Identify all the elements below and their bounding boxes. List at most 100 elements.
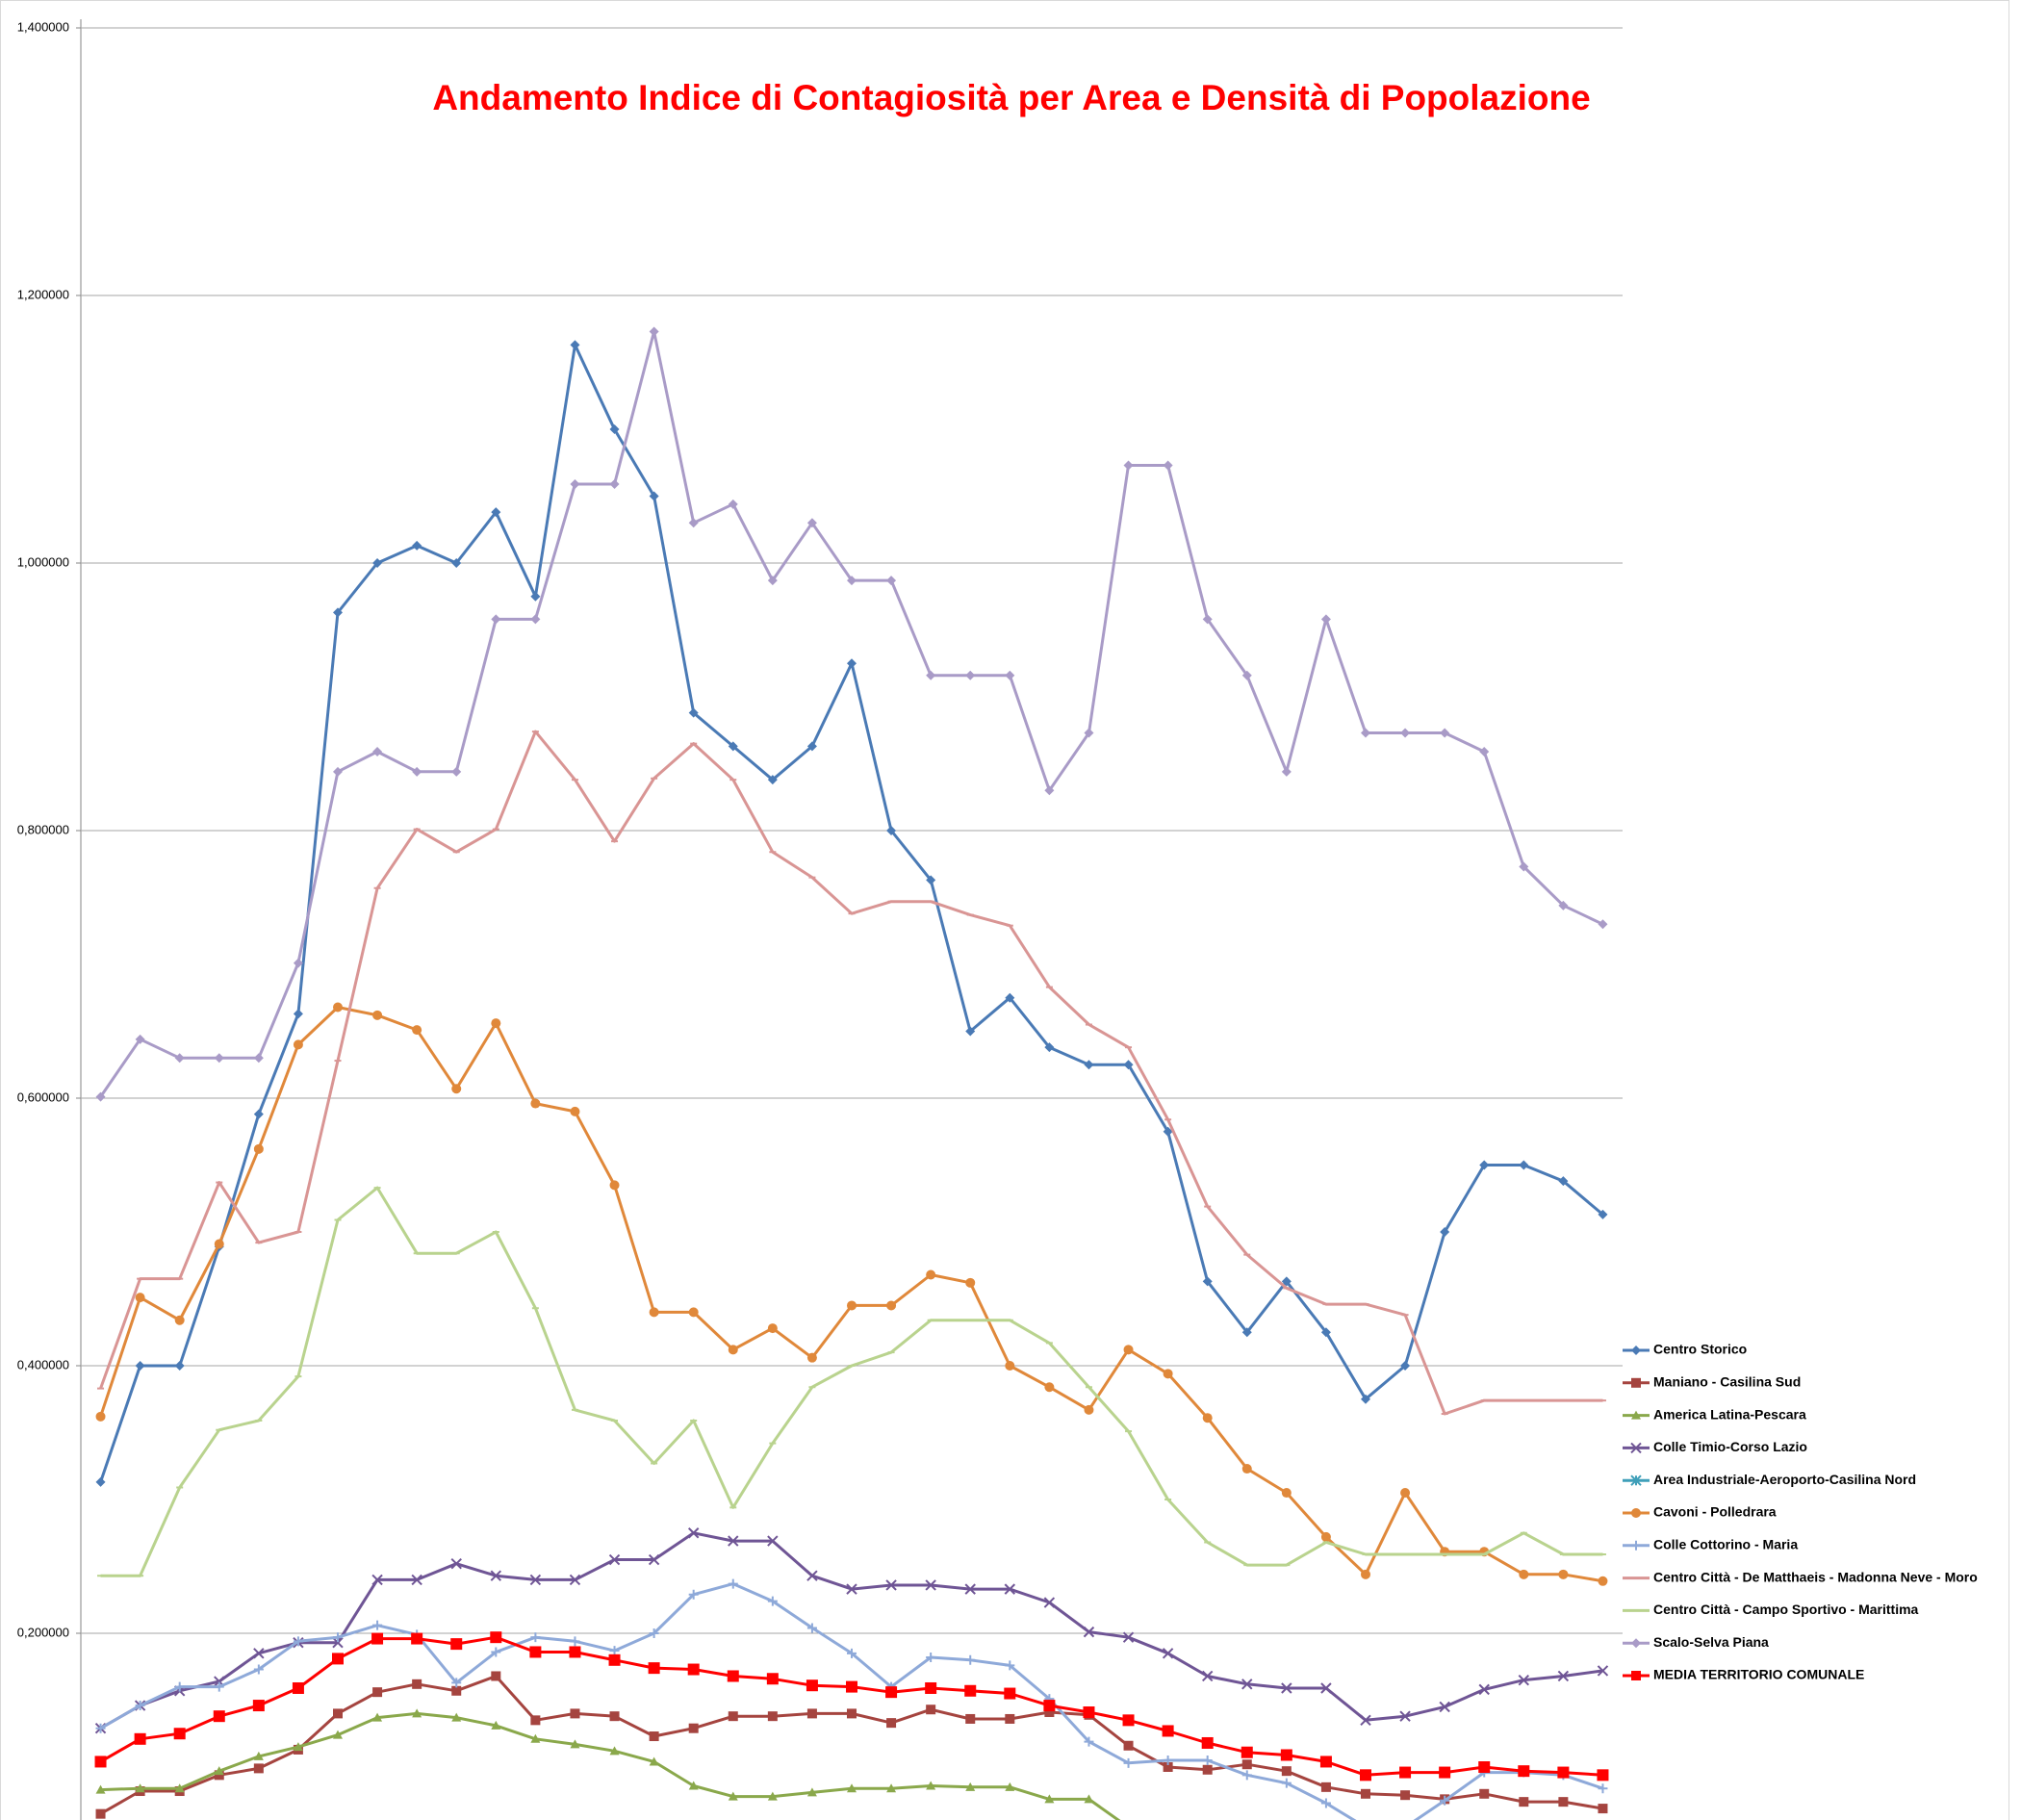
marker [846,1680,857,1693]
marker [886,576,897,586]
marker [451,1712,462,1722]
marker [767,1323,778,1334]
marker [728,1578,738,1589]
marker [1281,1488,1292,1499]
marker [925,1579,936,1591]
marker [847,1300,857,1311]
marker [1241,670,1252,680]
marker [293,1009,303,1019]
marker [174,1053,185,1064]
marker [530,1733,541,1743]
marker [648,1662,660,1675]
marker [173,1728,186,1740]
marker [1123,1060,1134,1070]
marker [609,1646,620,1656]
marker [767,1535,779,1547]
marker [1320,1782,1331,1792]
series [94,1631,1609,1782]
marker [728,1711,738,1722]
legend: Centro Storico Maniano - Casilina Sud Amer… [1623,1342,1978,1682]
legend-label: MEDIA TERRITORIO COMUNALE [1653,1667,1864,1682]
marker [649,1307,659,1318]
marker [806,1623,817,1633]
marker [847,1708,857,1719]
marker [1440,1795,1450,1806]
marker [333,607,343,618]
marker [1163,1369,1173,1379]
marker [728,741,738,752]
marker [886,1718,897,1729]
marker [806,1679,818,1692]
marker [529,1574,542,1586]
marker [529,1646,542,1658]
marker [1202,1764,1213,1775]
marker [1597,1769,1609,1782]
marker [1043,1700,1056,1712]
marker [135,1034,145,1044]
marker [767,1711,778,1722]
marker [1281,1778,1292,1788]
marker [174,1361,185,1371]
legend-label: Maniano - Casilina Sud [1653,1374,1801,1390]
marker [1044,785,1055,796]
marker [608,1553,621,1566]
marker [964,1684,977,1697]
marker [1440,1227,1450,1237]
marker [886,1300,897,1311]
marker [1400,728,1411,738]
marker [1360,1769,1371,1782]
marker [253,1143,264,1154]
marker [688,707,699,718]
legend-marker [1631,1540,1641,1551]
marker [252,1700,265,1712]
marker [1519,861,1529,872]
marker [371,1632,384,1645]
marker [214,1770,224,1781]
marker [806,518,817,528]
marker [1598,1783,1608,1794]
marker [1479,1160,1490,1170]
marker [1044,1042,1055,1053]
marker [491,1720,501,1730]
marker [451,1084,462,1094]
series [97,1186,1606,1577]
marker [687,1663,700,1676]
marker [926,1705,936,1715]
marker [1400,1488,1411,1499]
marker [530,1098,541,1109]
marker [965,1782,976,1791]
marker [965,1277,976,1288]
marker [372,1712,383,1722]
marker [886,826,897,835]
marker [332,1653,344,1665]
marker [450,1558,462,1570]
marker [333,1708,343,1719]
marker [333,1002,343,1013]
marker [728,1345,738,1355]
marker [530,1715,541,1726]
marker [95,1723,106,1733]
legend-label: America Latina-Pescara [1653,1406,1806,1422]
marker [847,658,857,669]
marker [412,1679,422,1689]
marker [293,958,303,968]
marker [1163,1762,1173,1772]
marker [412,766,422,777]
marker [1439,1766,1451,1779]
marker [688,1723,699,1733]
marker [1598,1209,1608,1219]
marker [1202,1756,1213,1766]
marker [372,558,383,568]
marker [412,540,422,551]
marker [570,340,580,350]
marker [688,1307,699,1318]
marker [926,875,936,885]
marker [1241,1464,1252,1474]
marker [926,1653,936,1663]
marker [1005,1361,1015,1371]
marker [609,424,620,434]
legend-marker [1631,1377,1641,1388]
marker [174,1315,185,1325]
marker [1281,1682,1292,1694]
marker [1044,1707,1055,1718]
